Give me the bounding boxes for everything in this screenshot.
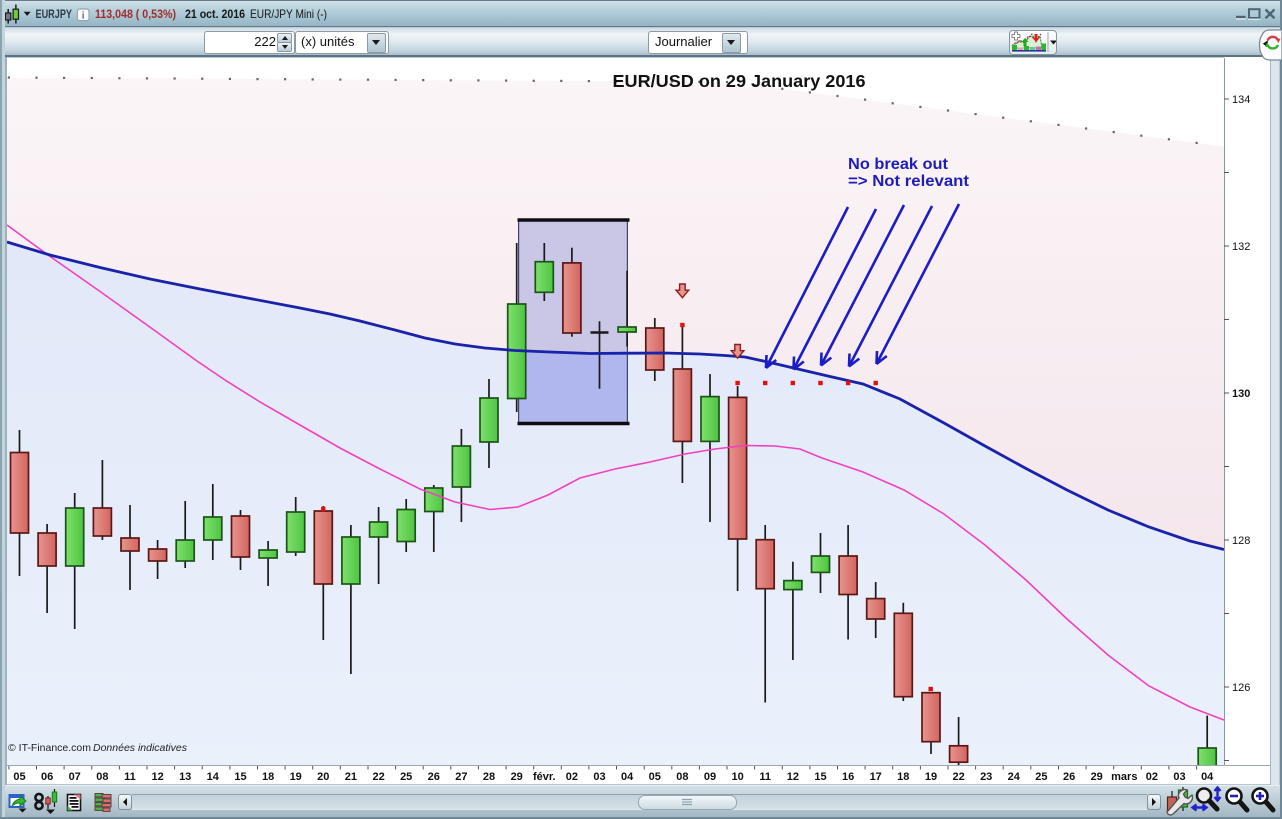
svg-text:12: 12 [151, 771, 163, 783]
svg-text:12: 12 [787, 771, 799, 783]
svg-text:05: 05 [13, 771, 25, 783]
svg-text:26: 26 [428, 771, 440, 783]
svg-text:No break out: No break out [848, 156, 948, 173]
svg-text:08: 08 [676, 771, 688, 783]
svg-text:28: 28 [483, 771, 495, 783]
svg-text:EURJPY: EURJPY [36, 7, 73, 21]
svg-text:22: 22 [372, 771, 384, 783]
svg-text:16: 16 [842, 771, 854, 783]
svg-text:22: 22 [952, 771, 964, 783]
svg-text:13: 13 [179, 771, 191, 783]
svg-text:25: 25 [1035, 771, 1047, 783]
svg-text:07: 07 [69, 771, 81, 783]
svg-text:06: 06 [41, 771, 53, 783]
svg-text:05: 05 [649, 771, 661, 783]
svg-text:27: 27 [455, 771, 467, 783]
svg-text:08: 08 [96, 771, 108, 783]
svg-text:11: 11 [124, 771, 136, 783]
svg-text:19: 19 [925, 771, 937, 783]
svg-text:03: 03 [1173, 771, 1185, 783]
svg-text:15: 15 [234, 771, 246, 783]
svg-text:i: i [82, 10, 85, 21]
svg-text:15: 15 [814, 771, 826, 783]
svg-text:134: 134 [1232, 94, 1250, 106]
svg-text:29: 29 [1091, 771, 1103, 783]
svg-text:14: 14 [207, 771, 220, 783]
svg-text:113,048 ( 0,53%): 113,048 ( 0,53%) [95, 7, 176, 21]
svg-text:20: 20 [317, 771, 329, 783]
svg-text:EUR/USD on 29 January 2016: EUR/USD on 29 January 2016 [613, 71, 866, 91]
svg-text:04: 04 [1201, 771, 1214, 783]
svg-text:févr.: févr. [533, 771, 556, 783]
svg-text:EUR/JPY Mini (-): EUR/JPY Mini (-) [250, 7, 327, 21]
svg-text:09: 09 [704, 771, 716, 783]
svg-text:23: 23 [980, 771, 992, 783]
svg-text:02: 02 [566, 771, 578, 783]
svg-text:10: 10 [731, 771, 743, 783]
svg-text:© IT-Finance.com: © IT-Finance.com [8, 742, 91, 754]
svg-text:18: 18 [897, 771, 909, 783]
svg-text:17: 17 [870, 771, 882, 783]
svg-text:26: 26 [1063, 771, 1075, 783]
svg-text:=> Not relevant: => Not relevant [848, 173, 969, 190]
svg-text:19: 19 [290, 771, 302, 783]
svg-text:Données indicatives: Données indicatives [93, 742, 188, 754]
svg-text:21 oct. 2016: 21 oct. 2016 [185, 7, 245, 21]
svg-text:21: 21 [345, 771, 357, 783]
svg-text:04: 04 [621, 771, 634, 783]
svg-text:02: 02 [1146, 771, 1158, 783]
svg-text:126: 126 [1232, 682, 1250, 694]
svg-text:29: 29 [511, 771, 523, 783]
svg-text:128: 128 [1232, 535, 1250, 547]
svg-text:11: 11 [759, 771, 771, 783]
svg-text:03: 03 [593, 771, 605, 783]
svg-text:18: 18 [262, 771, 274, 783]
svg-text:25: 25 [400, 771, 412, 783]
svg-text:130: 130 [1232, 388, 1250, 400]
svg-text:132: 132 [1232, 241, 1250, 253]
svg-text:24: 24 [1008, 771, 1021, 783]
svg-text:mars: mars [1111, 771, 1137, 783]
